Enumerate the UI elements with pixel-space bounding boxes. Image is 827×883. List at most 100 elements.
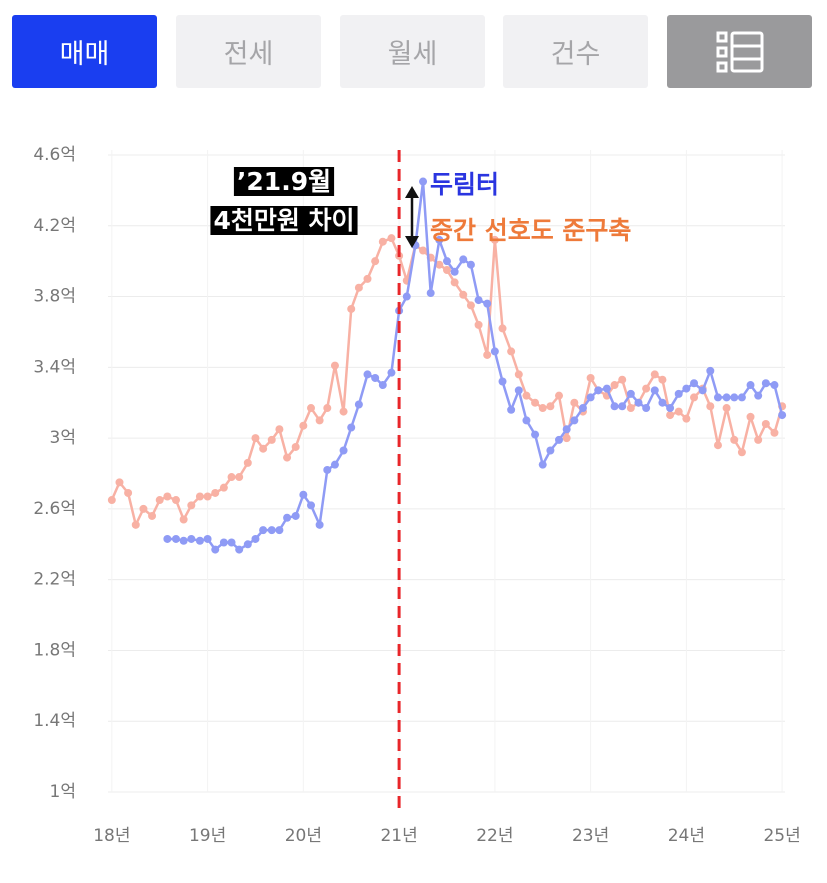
- data-point: [179, 536, 188, 545]
- data-point: [315, 416, 324, 425]
- data-point: [227, 538, 236, 547]
- data-point: [555, 435, 564, 444]
- data-point: [483, 299, 492, 308]
- data-point: [586, 373, 595, 382]
- data-point: [642, 404, 651, 413]
- data-point: [522, 391, 531, 400]
- y-tick-label: 3.8억: [33, 287, 76, 307]
- data-point: [235, 473, 244, 482]
- data-point: [546, 446, 555, 455]
- annotation: 중간 선호도 준구축: [430, 216, 631, 245]
- data-point: [594, 386, 603, 395]
- plot-area: [108, 150, 785, 792]
- data-point: [531, 398, 540, 407]
- data-point: [730, 435, 739, 444]
- data-point: [618, 375, 627, 384]
- y-tick-label: 4.2억: [33, 216, 76, 236]
- data-point: [722, 393, 731, 402]
- data-point: [706, 402, 715, 411]
- data-point: [315, 520, 324, 529]
- data-point: [419, 246, 428, 255]
- annotation: 4천만원 차이: [213, 206, 354, 235]
- data-point: [363, 274, 372, 283]
- list-toggle[interactable]: [667, 15, 812, 88]
- data-point: [514, 386, 523, 395]
- data-point: [706, 366, 715, 375]
- data-point: [442, 266, 451, 275]
- data-point: [474, 296, 483, 305]
- data-point: [570, 398, 579, 407]
- y-tick-label: 1.8억: [33, 640, 76, 660]
- data-point: [187, 501, 196, 510]
- y-tick-label: 2.2억: [33, 570, 76, 590]
- data-point: [746, 381, 755, 390]
- data-point: [426, 289, 435, 298]
- annotation-bg: [233, 167, 335, 196]
- data-point: [330, 361, 339, 370]
- data-point: [283, 513, 292, 522]
- data-point: [419, 177, 428, 186]
- tab[interactable]: 매매: [12, 15, 157, 88]
- data-point: [770, 381, 779, 390]
- data-point: [203, 534, 212, 543]
- data-point: [211, 488, 220, 497]
- data-point: [682, 384, 691, 393]
- data-point: [139, 504, 148, 513]
- data-point: [211, 545, 220, 554]
- data-point: [347, 304, 356, 313]
- annotation: 두림터: [430, 170, 499, 199]
- data-point: [602, 384, 611, 393]
- data-point: [546, 402, 555, 411]
- data-point: [291, 442, 300, 451]
- data-point: [507, 347, 516, 356]
- tab[interactable]: 건수: [503, 15, 648, 88]
- data-point: [283, 453, 292, 462]
- data-point: [450, 278, 459, 287]
- data-point: [698, 386, 707, 395]
- tab[interactable]: 월세: [340, 15, 485, 88]
- data-point: [402, 292, 411, 301]
- data-point: [251, 534, 260, 543]
- list-icon: [716, 31, 763, 72]
- data-point: [555, 391, 564, 400]
- data-point: [713, 393, 722, 402]
- data-point: [618, 402, 627, 411]
- data-point: [363, 370, 372, 379]
- data-point: [634, 398, 643, 407]
- data-point: [339, 407, 348, 416]
- tab[interactable]: 전세: [176, 15, 321, 88]
- data-point: [650, 386, 659, 395]
- x-tick-label: 22년: [476, 826, 513, 846]
- annotation: ’21.9월: [237, 167, 331, 196]
- data-point: [538, 460, 547, 469]
- data-point: [107, 496, 116, 505]
- data-point: [307, 404, 316, 413]
- data-point: [378, 237, 387, 246]
- data-point: [115, 478, 124, 487]
- data-point: [387, 368, 396, 377]
- data-point: [259, 444, 268, 453]
- data-point: [690, 379, 699, 388]
- data-point: [737, 393, 746, 402]
- data-point: [778, 411, 787, 420]
- data-point: [171, 534, 180, 543]
- data-point: [330, 460, 339, 469]
- data-point: [713, 441, 722, 450]
- data-point: [371, 373, 380, 382]
- data-point: [354, 283, 363, 292]
- annotation-bg: [210, 206, 358, 235]
- data-point: [498, 377, 507, 386]
- data-point: [466, 260, 475, 269]
- data-point: [483, 350, 492, 359]
- data-point: [195, 492, 204, 501]
- data-point: [562, 425, 571, 434]
- data-point: [538, 404, 547, 413]
- data-point: [610, 381, 619, 390]
- data-point: [626, 389, 635, 398]
- data-point: [610, 402, 619, 411]
- x-tick-label: 19년: [189, 826, 226, 846]
- data-point: [435, 260, 444, 269]
- data-point: [658, 398, 667, 407]
